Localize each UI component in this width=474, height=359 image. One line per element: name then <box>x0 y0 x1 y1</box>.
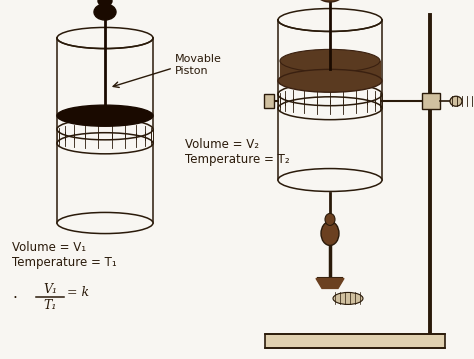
Ellipse shape <box>98 0 112 6</box>
Ellipse shape <box>316 0 344 2</box>
Bar <box>264 94 274 108</box>
Polygon shape <box>316 279 344 288</box>
Ellipse shape <box>333 293 363 304</box>
Ellipse shape <box>278 9 382 32</box>
Ellipse shape <box>94 4 116 20</box>
Text: Volume = V₂: Volume = V₂ <box>185 138 259 151</box>
Bar <box>265 334 445 348</box>
Ellipse shape <box>450 96 462 106</box>
Bar <box>57 128 153 144</box>
Text: .: . <box>12 286 17 301</box>
Text: Temperature = T₁: Temperature = T₁ <box>12 256 117 269</box>
Ellipse shape <box>57 213 153 234</box>
Ellipse shape <box>321 222 339 246</box>
Text: = k: = k <box>67 286 89 299</box>
Ellipse shape <box>325 214 335 225</box>
Polygon shape <box>280 61 380 81</box>
Bar <box>422 93 440 109</box>
Text: Temperature = T₂: Temperature = T₂ <box>185 153 290 166</box>
Ellipse shape <box>280 49 380 72</box>
Ellipse shape <box>278 69 382 92</box>
Text: Volume = V₁: Volume = V₁ <box>12 241 86 254</box>
Ellipse shape <box>278 169 382 191</box>
Ellipse shape <box>57 105 153 126</box>
Text: V₁: V₁ <box>43 283 57 296</box>
Ellipse shape <box>57 27 153 48</box>
Text: T₁: T₁ <box>43 299 57 312</box>
Text: Movable
Piston: Movable Piston <box>175 54 222 76</box>
